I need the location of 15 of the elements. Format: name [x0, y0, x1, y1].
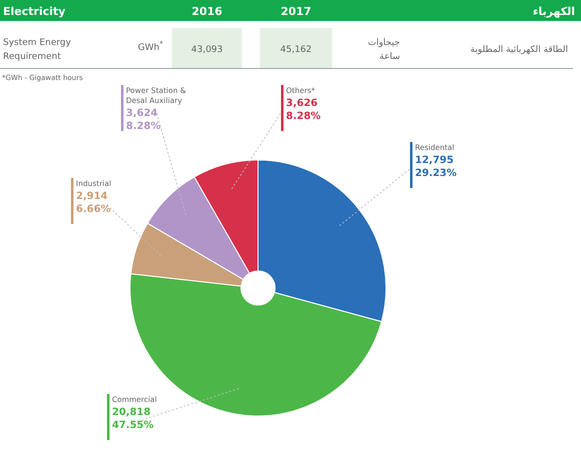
chart-title: Electricity: [3, 5, 66, 18]
text: 43,093: [191, 45, 223, 55]
text: 2016: [192, 5, 223, 18]
text: جيجاوات ساعة: [368, 38, 400, 62]
text: System Energy Requirement: [3, 38, 72, 62]
data-label: 12,795 29.23%: [415, 155, 457, 179]
text: الكهرباء: [532, 5, 575, 18]
data-label: 3,624 8.28%: [126, 108, 161, 132]
text: GWh$^{*}$: [138, 40, 164, 53]
text: 2017: [280, 5, 312, 18]
data-label: 20,818 47.55%: [112, 407, 154, 431]
text: 45,162: [280, 45, 312, 55]
text: الطاقة الكهربائية المطلوبة: [470, 45, 568, 55]
data-label: 3,626 8.28%: [286, 98, 321, 122]
data-label: 2,914 6.66%: [76, 191, 111, 215]
